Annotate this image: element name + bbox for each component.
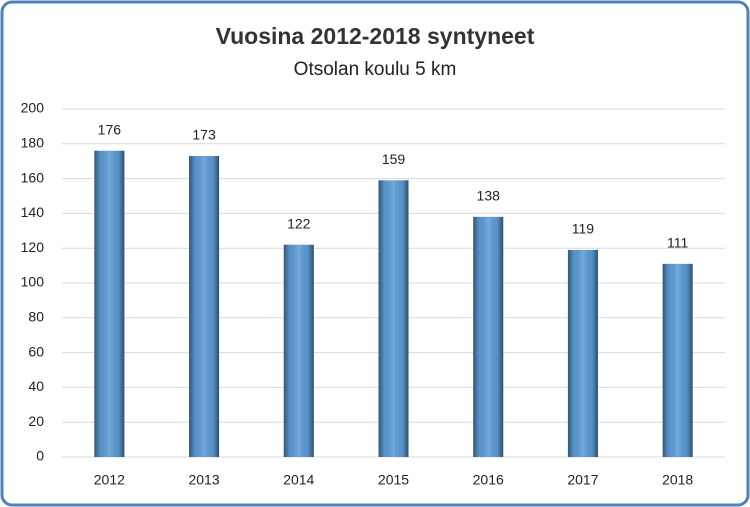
bar-shade <box>567 249 598 457</box>
chart-subtitle: Otsolan koulu 5 km <box>294 59 457 80</box>
y-tick-label: 100 <box>21 274 45 290</box>
x-tick-label: 2012 <box>94 472 125 488</box>
y-tick-label: 140 <box>21 204 45 220</box>
data-label: 176 <box>98 121 122 137</box>
y-tick-label: 20 <box>28 413 44 429</box>
bar-shade <box>94 150 125 457</box>
y-tick-label: 0 <box>36 448 44 464</box>
data-label: 111 <box>667 235 688 251</box>
data-label: 122 <box>287 215 311 231</box>
bar-shade <box>378 180 409 457</box>
data-label: 173 <box>192 127 216 143</box>
x-tick-label: 2017 <box>567 472 598 488</box>
y-tick-label: 160 <box>21 169 45 185</box>
bar-shade <box>283 244 314 457</box>
y-tick-label: 120 <box>21 239 45 255</box>
y-tick-label: 80 <box>28 309 44 325</box>
x-tick-label: 2016 <box>473 472 504 488</box>
chart-title: Vuosina 2012-2018 syntyneet <box>216 23 535 49</box>
y-tick-label: 200 <box>21 100 45 116</box>
x-tick-label: 2018 <box>662 472 693 488</box>
y-tick-label: 180 <box>21 135 45 151</box>
y-tick-label: 40 <box>28 378 44 394</box>
data-label: 138 <box>477 188 501 204</box>
bar-shade <box>662 263 693 457</box>
data-label: 159 <box>382 151 406 167</box>
x-tick-label: 2015 <box>378 472 409 488</box>
y-tick-label: 60 <box>28 343 44 359</box>
data-label: 119 <box>572 221 595 237</box>
bar-shade <box>473 216 504 457</box>
bar-shade <box>189 155 220 458</box>
x-tick-label: 2013 <box>188 472 219 488</box>
x-tick-label: 2014 <box>283 472 314 488</box>
